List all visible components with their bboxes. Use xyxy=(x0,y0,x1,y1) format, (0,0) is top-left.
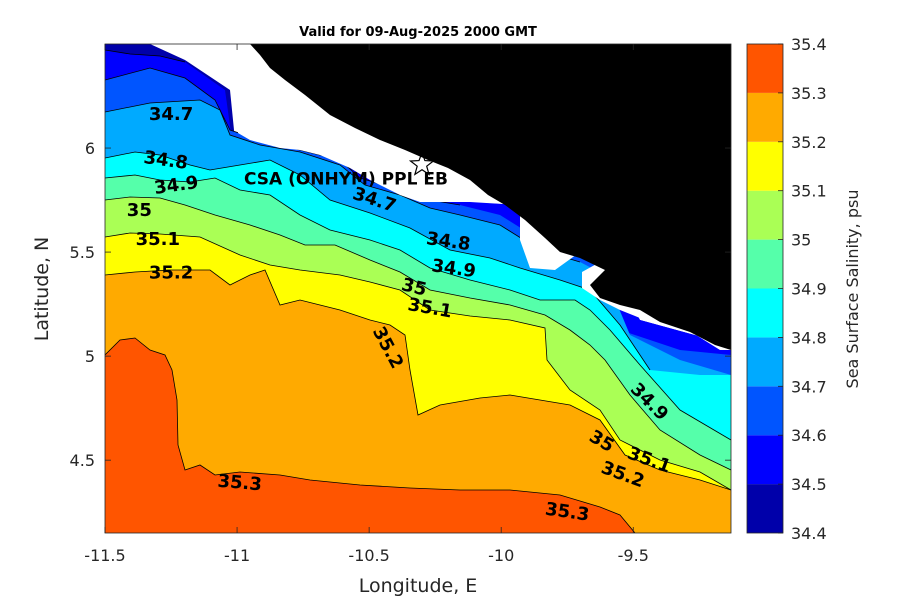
x-tick-label: -11 xyxy=(224,546,250,565)
land-area xyxy=(250,44,731,350)
contour-line-34.5 xyxy=(105,49,186,63)
colorbar-swatch xyxy=(747,337,783,387)
colorbar-swatch xyxy=(747,288,783,338)
y-tick-label: 4.5 xyxy=(70,451,95,470)
colorbar-swatch xyxy=(747,92,783,142)
salinity-band-35.3 xyxy=(105,338,635,533)
contour-line-34.7 xyxy=(105,99,581,263)
colorbar-tick-label: 35.1 xyxy=(791,182,827,201)
colorbar-tick-label: 35.4 xyxy=(791,35,827,54)
site-marker: CSA (ONHYM) PPL EB xyxy=(244,150,448,190)
contour-label: 35.1 xyxy=(136,229,180,250)
colorbar-swatch xyxy=(747,435,783,485)
contour-label: 35.3 xyxy=(217,471,263,496)
x-tick-label: -9.5 xyxy=(618,546,649,565)
colorbar-tick-label: 34.9 xyxy=(791,280,827,299)
y-tick-label: 6 xyxy=(85,139,95,158)
contour-line-35.0 xyxy=(105,196,731,471)
contour-label: 34.7 xyxy=(149,104,193,125)
colorbar-label: Sea Surface Salinity, psu xyxy=(843,190,862,389)
x-axis-ticks: -11.5 -11 -10.5 -10 -9.5 xyxy=(84,44,649,565)
colorbar-swatch xyxy=(747,484,783,533)
contour-line-35.3 xyxy=(105,337,636,533)
colorbar-tick-label: 34.4 xyxy=(791,524,827,543)
contour-plot-area: 34.734.734.834.834.934.9353535.135.135.2… xyxy=(105,44,731,533)
contour-line-35.2 xyxy=(105,269,731,491)
colorbar-swatch xyxy=(747,190,783,240)
star-icon xyxy=(408,150,436,176)
x-tick-label: -10 xyxy=(488,546,514,565)
contour-line-35.1 xyxy=(105,232,731,491)
contour-line-34.9 xyxy=(105,174,731,441)
x-tick-label: -11.5 xyxy=(84,546,125,565)
colorbar-tick-label: 34.6 xyxy=(791,426,827,445)
salinity-band-35.2 xyxy=(105,270,731,533)
colorbar-swatch xyxy=(747,239,783,289)
colorbar: 34.4 34.5 34.6 34.7 34.8 34.9 35 35.1 35.2 35.3 35… xyxy=(746,35,827,543)
colorbar-tick-label: 34.8 xyxy=(791,328,827,347)
colorbar-swatch xyxy=(747,141,783,191)
colorbar-swatch xyxy=(747,44,783,93)
y-tick-label: 5 xyxy=(85,347,95,366)
y-axis-label: Latitude, N xyxy=(31,237,53,342)
x-axis-label: Longitude, E xyxy=(359,575,478,597)
y-axis-ticks: 4.5 5 5.5 6 xyxy=(70,139,731,470)
contour-label: 35.2 xyxy=(149,262,193,283)
colorbar-tick-label: 34.7 xyxy=(791,377,827,396)
colorbar-swatch xyxy=(747,386,783,436)
contour-line-34.8 xyxy=(105,151,651,371)
contour-label: 35 xyxy=(127,200,152,221)
colorbar-tick-label: 34.5 xyxy=(791,475,827,494)
plot-frame xyxy=(104,43,732,534)
chart-title: Valid for 09-Aug-2025 2000 GMT xyxy=(299,25,537,40)
site-label: CSA (ONHYM) PPL EB xyxy=(244,170,448,190)
colorbar-tick-label: 35.3 xyxy=(791,84,827,103)
colorbar-tick-label: 35 xyxy=(791,231,811,250)
x-tick-label: -10.5 xyxy=(348,546,389,565)
y-tick-label: 5.5 xyxy=(70,243,95,262)
colorbar-tick-label: 35.2 xyxy=(791,133,827,152)
